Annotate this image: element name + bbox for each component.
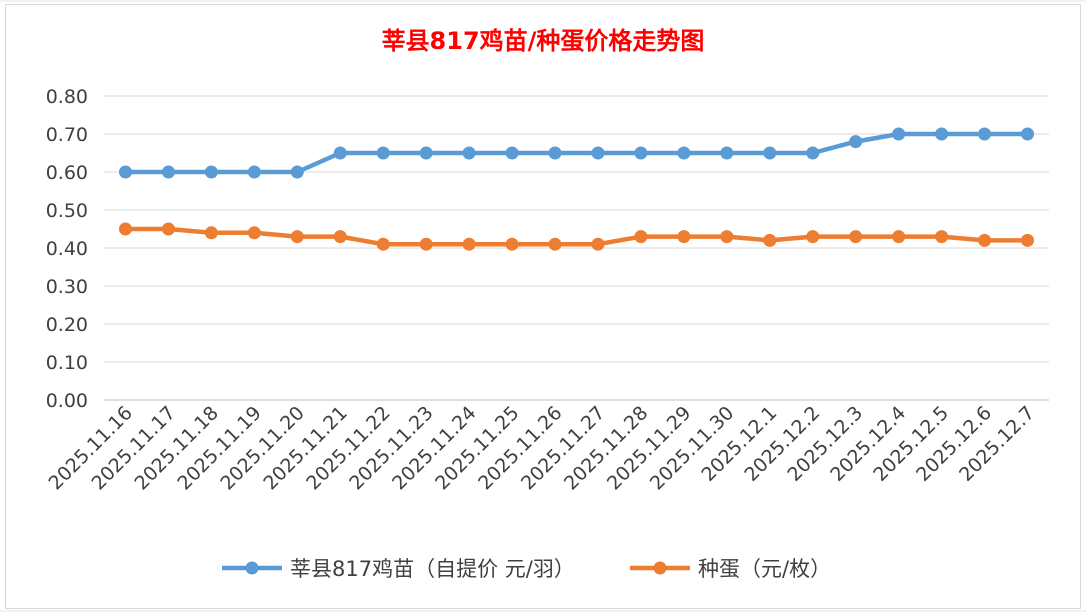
data-point[interactable]: [720, 230, 734, 244]
data-point[interactable]: [935, 127, 949, 141]
data-point[interactable]: [763, 233, 777, 247]
data-point[interactable]: [247, 226, 261, 240]
y-axis-ticks: 0.00 0.10 0.20 0.30 0.40 0.50 0.60 0.70 0.80: [46, 86, 88, 412]
data-point[interactable]: [677, 230, 691, 244]
y-tick-label: 0.10: [46, 352, 88, 374]
data-point[interactable]: [548, 146, 562, 160]
y-tick-label: 0.60: [46, 162, 88, 184]
y-tick-label: 0.70: [46, 124, 88, 146]
data-point[interactable]: [376, 237, 390, 251]
legend-marker: [653, 561, 667, 575]
data-point[interactable]: [591, 146, 605, 160]
data-point[interactable]: [290, 165, 304, 179]
y-tick-label: 0.40: [46, 238, 88, 260]
data-point[interactable]: [548, 237, 562, 251]
data-point[interactable]: [204, 226, 218, 240]
series-group: [118, 127, 1035, 251]
series-line[interactable]: [123, 131, 1030, 175]
data-point[interactable]: [247, 165, 261, 179]
data-point[interactable]: [333, 146, 347, 160]
data-point[interactable]: [591, 237, 605, 251]
legend-label: 种蛋（元/枚）: [698, 557, 831, 581]
data-point[interactable]: [677, 146, 691, 160]
y-tick-label: 0.80: [46, 86, 88, 108]
data-point[interactable]: [935, 230, 949, 244]
y-tick-label: 0.30: [46, 276, 88, 298]
y-tick-label: 0.20: [46, 314, 88, 336]
data-point[interactable]: [763, 146, 777, 160]
y-tick-label: 0.00: [46, 390, 88, 412]
data-point[interactable]: [118, 165, 132, 179]
data-point[interactable]: [978, 233, 992, 247]
data-point[interactable]: [505, 146, 519, 160]
data-point[interactable]: [204, 165, 218, 179]
data-point[interactable]: [978, 127, 992, 141]
series-line[interactable]: [123, 226, 1030, 247]
gridlines: [104, 95, 1049, 401]
data-point[interactable]: [892, 127, 906, 141]
data-point[interactable]: [892, 230, 906, 244]
data-point[interactable]: [634, 230, 648, 244]
data-point[interactable]: [806, 146, 820, 160]
data-point[interactable]: [290, 230, 304, 244]
data-point[interactable]: [462, 237, 476, 251]
data-point[interactable]: [462, 146, 476, 160]
chart-title: 莘县817鸡苗/种蛋价格走势图: [382, 27, 705, 55]
x-axis-ticks: 2025.11.162025.11.172025.11.182025.11.19…: [45, 402, 1040, 494]
data-point[interactable]: [849, 135, 863, 149]
data-point[interactable]: [849, 230, 863, 244]
data-point[interactable]: [161, 165, 175, 179]
data-point[interactable]: [720, 146, 734, 160]
legend-marker: [245, 561, 259, 575]
data-point[interactable]: [419, 237, 433, 251]
y-tick-label: 0.50: [46, 200, 88, 222]
data-point[interactable]: [419, 146, 433, 160]
data-point[interactable]: [376, 146, 390, 160]
legend[interactable]: 莘县817鸡苗（自提价 元/羽） 种蛋（元/枚）: [222, 557, 831, 581]
data-point[interactable]: [118, 222, 132, 236]
chart-area[interactable]: [5, 4, 1081, 609]
data-point[interactable]: [1021, 233, 1035, 247]
data-point[interactable]: [634, 146, 648, 160]
data-point[interactable]: [333, 230, 347, 244]
data-point[interactable]: [806, 230, 820, 244]
data-point[interactable]: [161, 222, 175, 236]
data-point[interactable]: [1021, 127, 1035, 141]
data-point[interactable]: [505, 237, 519, 251]
legend-label: 莘县817鸡苗（自提价 元/羽）: [290, 557, 575, 581]
